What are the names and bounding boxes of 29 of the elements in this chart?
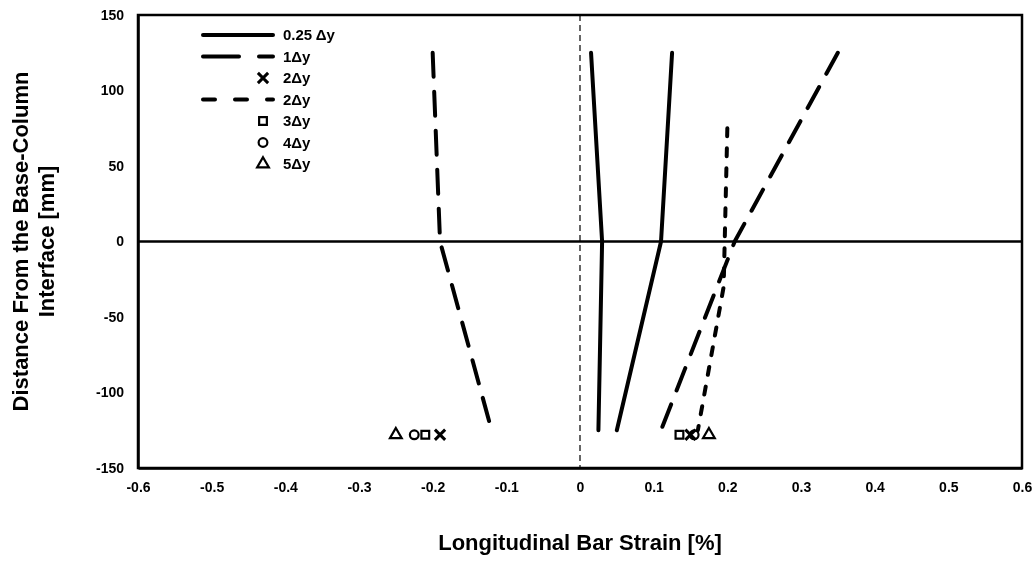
- y-tick-label: 100: [100, 82, 125, 99]
- legend-label: 3Δy: [283, 112, 312, 129]
- x-tick-label: 0.1: [644, 478, 665, 495]
- x-tick-label: 0.6: [1012, 478, 1033, 495]
- y-tick-label: 50: [108, 157, 125, 174]
- x-tick-label: 0.2: [718, 478, 738, 495]
- y-tick-label: -50: [103, 308, 125, 325]
- legend-label: 4Δy: [283, 133, 312, 151]
- x-tick-label: -0.1: [494, 478, 520, 495]
- x-tick-label: 0: [576, 478, 585, 495]
- x-tick-label: -0.5: [200, 478, 225, 495]
- x-tick-label: 0.4: [865, 478, 886, 495]
- y-tick-label: -150: [95, 459, 125, 476]
- x-tick-label: -0.6: [126, 478, 151, 495]
- y-tick-label: 0: [116, 233, 125, 250]
- y-tick-label: 150: [100, 6, 125, 23]
- x-axis-title: Longitudinal Bar Strain [%]: [438, 530, 722, 555]
- legend-label: 5Δy: [283, 155, 312, 172]
- x-tick-label: -0.4: [273, 478, 299, 495]
- legend-label: 0.25 Δy: [283, 26, 336, 43]
- x-tick-label: -0.3: [347, 478, 372, 495]
- legend-label: 2Δy: [283, 90, 312, 108]
- y-tick-label: -100: [95, 384, 125, 401]
- x-tick-label: -0.2: [421, 478, 446, 495]
- x-tick-label: 0.5: [939, 478, 959, 495]
- legend-label: 2Δy: [283, 69, 312, 86]
- legend-label: 1Δy: [283, 47, 312, 65]
- x-tick-label: 0.3: [791, 478, 812, 495]
- y-axis-title: Distance From the Base-Column Interface [mm]: [8, 71, 59, 412]
